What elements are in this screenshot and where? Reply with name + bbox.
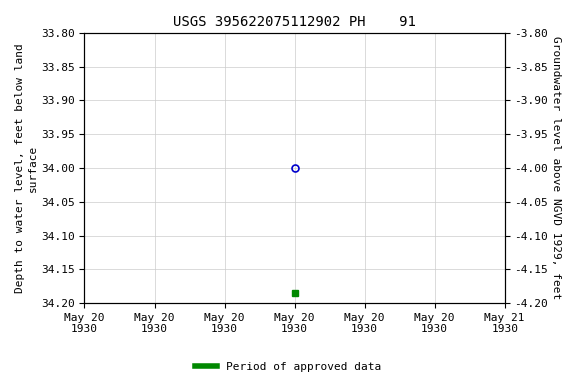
Legend: Period of approved data: Period of approved data [191,358,385,377]
Y-axis label: Depth to water level, feet below land
surface: Depth to water level, feet below land su… [15,43,38,293]
Y-axis label: Groundwater level above NGVD 1929, feet: Groundwater level above NGVD 1929, feet [551,36,561,300]
Title: USGS 395622075112902 PH    91: USGS 395622075112902 PH 91 [173,15,416,29]
